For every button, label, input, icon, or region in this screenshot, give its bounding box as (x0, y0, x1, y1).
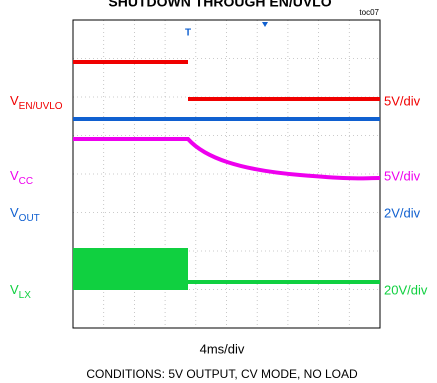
trace-en (73, 60, 380, 101)
channel-name: V (10, 282, 19, 297)
channel-scale: 2V/div (384, 205, 421, 220)
channel-label: VOUT (10, 205, 40, 223)
channel-label: VLX (10, 282, 31, 300)
title: SHUTDOWN THROUGH EN/UVLO (108, 0, 331, 10)
channel-name: V (10, 168, 19, 183)
time-scale: 4ms/div (200, 341, 245, 356)
channel-name: V (10, 205, 19, 220)
channel-label: VCC (10, 168, 33, 186)
trace-cc (73, 137, 381, 181)
trigger-position (262, 22, 268, 27)
channel-name: V (10, 93, 19, 108)
channel-sub: EN/UVLO (19, 101, 63, 112)
traces: T (73, 22, 381, 290)
channel-sub: OUT (19, 213, 40, 224)
channel-label: VEN/UVLO (10, 93, 63, 111)
conditions: CONDITIONS: 5V OUTPUT, CV MODE, NO LOAD (86, 367, 358, 381)
channel-sub: CC (19, 176, 33, 187)
trace-lx-switching (73, 248, 188, 290)
channel-scale: 5V/div (384, 168, 421, 183)
plot-frame (72, 19, 381, 329)
trigger-marker: T (185, 28, 191, 39)
channel-scale: 5V/div (384, 93, 421, 108)
channel-scale: 20V/div (384, 282, 428, 297)
channel-sub: LX (19, 290, 32, 301)
tag: toc07 (359, 8, 379, 17)
